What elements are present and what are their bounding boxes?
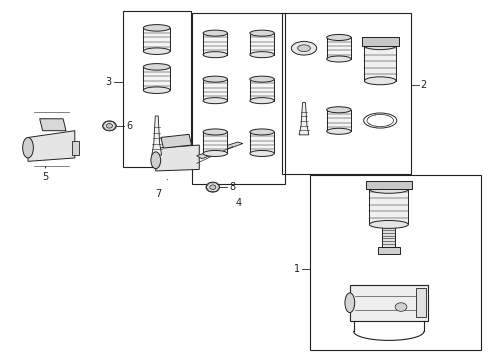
Bar [143,28,170,51]
Ellipse shape [249,51,274,58]
Ellipse shape [203,76,227,82]
Ellipse shape [143,87,170,94]
Ellipse shape [249,98,274,104]
Bar [349,285,427,321]
Bar [249,79,274,101]
Polygon shape [152,116,161,155]
Bar [384,222,392,228]
Polygon shape [299,103,308,135]
Text: 4: 4 [235,198,241,208]
Ellipse shape [143,24,170,31]
Bar [72,141,79,154]
Text: 1: 1 [293,265,299,274]
Ellipse shape [203,129,227,135]
Ellipse shape [297,45,310,51]
Ellipse shape [151,152,160,168]
Circle shape [209,185,215,189]
Ellipse shape [326,128,350,134]
Ellipse shape [249,129,274,135]
Polygon shape [196,142,243,159]
Bar [143,67,170,90]
Ellipse shape [143,64,170,70]
Ellipse shape [344,293,354,312]
Text: 2: 2 [419,80,426,90]
Bar [282,13,410,174]
Ellipse shape [203,30,227,36]
Circle shape [205,182,219,192]
Polygon shape [161,134,191,148]
Circle shape [394,303,406,311]
Ellipse shape [249,76,274,82]
Circle shape [102,121,116,131]
Ellipse shape [364,42,395,50]
Ellipse shape [203,51,227,58]
Bar [361,37,398,46]
Ellipse shape [203,98,227,104]
Bar [377,247,399,254]
Ellipse shape [326,35,350,40]
Ellipse shape [368,221,407,228]
Bar [368,185,407,224]
Bar [326,110,350,131]
Ellipse shape [22,138,33,158]
Bar [203,33,227,55]
Polygon shape [40,119,66,131]
Ellipse shape [326,107,350,113]
Ellipse shape [291,41,316,55]
Ellipse shape [203,150,227,157]
Bar [249,132,274,153]
Text: 8: 8 [229,182,235,192]
Ellipse shape [326,56,350,62]
Bar [382,228,394,248]
Ellipse shape [249,30,274,36]
Ellipse shape [249,150,274,157]
Polygon shape [156,145,199,171]
Bar [365,181,411,189]
Bar [249,33,274,55]
Text: 7: 7 [155,189,161,199]
Bar [192,13,285,184]
Ellipse shape [143,48,170,54]
Bar [203,79,227,101]
Bar [310,175,480,350]
Text: 3: 3 [105,77,112,87]
Text: 6: 6 [126,121,132,131]
Text: 5: 5 [42,172,49,182]
Circle shape [106,123,112,128]
Bar [122,12,190,167]
Ellipse shape [364,77,395,85]
Polygon shape [28,131,75,161]
Bar [364,41,395,81]
Bar [326,37,350,59]
Bar [203,132,227,153]
Bar [415,288,426,317]
Ellipse shape [368,185,407,193]
